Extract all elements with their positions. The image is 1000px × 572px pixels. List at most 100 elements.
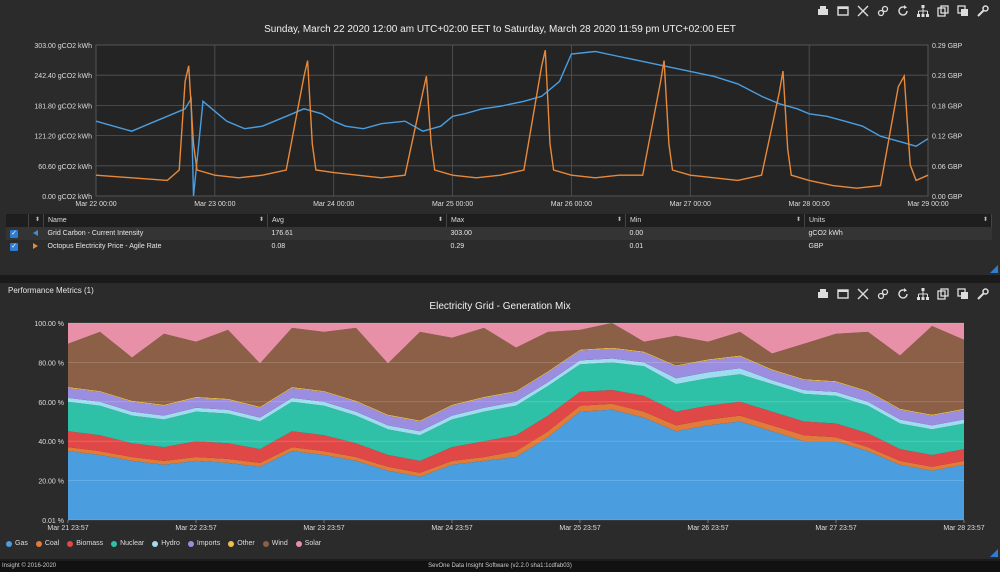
units-column-header[interactable]: Units ⬍	[804, 214, 992, 227]
carbon-price-line-chart[interactable]: 303.00 gCO2 kWh 0.29 GBP 242.40 gCO2 kWh 0.…	[0, 0, 1000, 212]
name-column-header[interactable]: Name ⬍	[43, 214, 268, 227]
footer-copyright: Insight © 2016-2020	[2, 563, 57, 569]
y-tick-label: 80.00 %	[38, 360, 64, 367]
sort-icon[interactable]: ⬍	[795, 217, 801, 223]
legend-item[interactable]: Hydro	[152, 540, 180, 547]
area-series-wind[interactable]	[68, 323, 964, 421]
window-icon[interactable]	[836, 4, 850, 18]
copy-icon[interactable]	[956, 287, 970, 301]
settings-icon[interactable]	[976, 287, 990, 301]
legend-item[interactable]: Solar	[295, 540, 321, 547]
legend-item[interactable]: Imports	[187, 540, 221, 547]
expand-icon[interactable]	[856, 4, 870, 18]
area-series-solar[interactable]	[68, 323, 964, 364]
select-column-header	[6, 214, 29, 227]
legend-item[interactable]: Coal	[35, 540, 59, 547]
legend-item[interactable]: Gas	[6, 540, 28, 547]
settings-icon[interactable]	[976, 4, 990, 18]
refresh-icon[interactable]	[896, 4, 910, 18]
x-tick-label: Mar 26 00:00	[551, 201, 592, 208]
sort-icon[interactable]: ⬍	[437, 217, 443, 223]
legend-swatch	[295, 540, 302, 547]
x-tick-label: Mar 29 00:00	[907, 201, 948, 208]
refresh-icon[interactable]	[896, 287, 910, 301]
legend-swatch	[187, 540, 194, 547]
legend-item[interactable]: Nuclear	[111, 540, 144, 547]
sort-column-header[interactable]: ⬍	[28, 214, 44, 227]
metrics-table: ⬍ Name ⬍ Avg ⬍ Max ⬍ Min ⬍ Units ⬍ ✓ Grid Car…	[6, 214, 992, 253]
legend-swatch	[262, 540, 269, 547]
hierarchy-icon[interactable]	[916, 4, 930, 18]
x-tick-label: Mar 28 23:57	[943, 525, 984, 532]
x-tick-label: Mar 28 00:00	[789, 201, 830, 208]
y-left-tick-label: 0.00 gCO2 kWh	[42, 194, 92, 201]
y-tick-label: 20.00 %	[38, 479, 64, 486]
series-line[interactable]	[95, 50, 929, 189]
row-name: Grid Carbon - Current Intensity	[43, 227, 268, 240]
legend-swatch	[152, 540, 159, 547]
y-left-tick-label: 121.20 gCO2 kWh	[34, 134, 92, 141]
legend-item[interactable]: Other	[228, 540, 255, 547]
sort-icon[interactable]: ⬍	[982, 217, 988, 223]
y-left-tick-label: 242.40 gCO2 kWh	[34, 73, 92, 80]
export-icon[interactable]	[936, 4, 950, 18]
x-tick-label: Mar 27 00:00	[670, 201, 711, 208]
hierarchy-icon[interactable]	[916, 287, 930, 301]
y-tick-label: 40.00 %	[38, 439, 64, 446]
print-icon[interactable]	[816, 4, 830, 18]
legend-item[interactable]: Wind	[262, 540, 288, 547]
max-column-header[interactable]: Max ⬍	[446, 214, 626, 227]
y-tick-label: 0.01 %	[42, 518, 64, 525]
min-header-label: Min	[630, 217, 642, 224]
link-icon[interactable]	[876, 287, 890, 301]
y-tick-label: 100.00 %	[34, 321, 64, 328]
x-tick-label: Mar 22 00:00	[75, 201, 116, 208]
row-max: 0.29	[446, 240, 626, 253]
name-header-label: Name	[48, 217, 67, 224]
series-marker-icon	[28, 240, 44, 253]
sort-icon[interactable]: ⬍	[258, 217, 264, 223]
x-tick-label: Mar 23 00:00	[194, 201, 235, 208]
y-left-tick-label: 303.00 gCO2 kWh	[34, 43, 92, 50]
min-column-header[interactable]: Min ⬍	[625, 214, 805, 227]
area-series-biomass[interactable]	[68, 390, 964, 473]
legend-item[interactable]: Biomass	[67, 540, 103, 547]
row-checkbox[interactable]: ✓	[6, 240, 29, 253]
sort-icon[interactable]: ⬍	[616, 217, 622, 223]
time-range-title: Sunday, March 22 2020 12:00 am UTC+02:00…	[264, 24, 736, 35]
export-icon[interactable]	[936, 287, 950, 301]
copy-icon[interactable]	[956, 4, 970, 18]
row-units: gCO2 kWh	[804, 227, 992, 240]
table-row[interactable]: ✓ Octopus Electricity Price - Agile Rate…	[6, 240, 992, 253]
area-series-gas[interactable]	[68, 409, 964, 520]
window-icon[interactable]	[836, 287, 850, 301]
legend-swatch	[67, 540, 74, 547]
x-tick-label: Mar 25 00:00	[432, 201, 473, 208]
row-checkbox[interactable]: ✓	[6, 227, 29, 240]
row-name: Octopus Electricity Price - Agile Rate	[43, 240, 268, 253]
row-min: 0.01	[625, 240, 805, 253]
panel2-toolbar	[816, 287, 990, 303]
legend-label: Imports	[196, 540, 221, 547]
table-row[interactable]: ✓ Grid Carbon - Current Intensity 176.61…	[6, 227, 992, 240]
link-icon[interactable]	[876, 4, 890, 18]
legend-label: Wind	[271, 540, 288, 547]
series-line[interactable]	[95, 50, 929, 197]
resize-handle-icon[interactable]	[990, 265, 998, 273]
resize-handle-icon[interactable]	[990, 549, 998, 557]
legend-swatch	[111, 540, 118, 547]
y-right-tick-label: 0.00 GBP	[932, 194, 963, 201]
print-icon[interactable]	[816, 287, 830, 301]
row-min: 0.00	[625, 227, 805, 240]
expand-icon[interactable]	[856, 287, 870, 301]
avg-column-header[interactable]: Avg ⬍	[267, 214, 447, 227]
area-series-nuclear[interactable]	[68, 362, 964, 461]
x-tick-label: Mar 24 00:00	[313, 201, 354, 208]
y-tick-label: 60.00 %	[38, 400, 64, 407]
chart-legend: Gas Coal Biomass Nuclear Hydro Imports Other Wi…	[6, 540, 321, 547]
sort-icon[interactable]: ⬍	[34, 217, 40, 223]
y-left-tick-label: 60.60 gCO2 kWh	[38, 164, 92, 171]
row-avg: 176.61	[267, 227, 447, 240]
x-tick-label: Mar 21 23:57	[47, 525, 88, 532]
generation-mix-area-chart[interactable]: 100.00 % 80.00 % 60.00 % 40.00 % 20.00 % 0.01…	[0, 283, 1000, 543]
